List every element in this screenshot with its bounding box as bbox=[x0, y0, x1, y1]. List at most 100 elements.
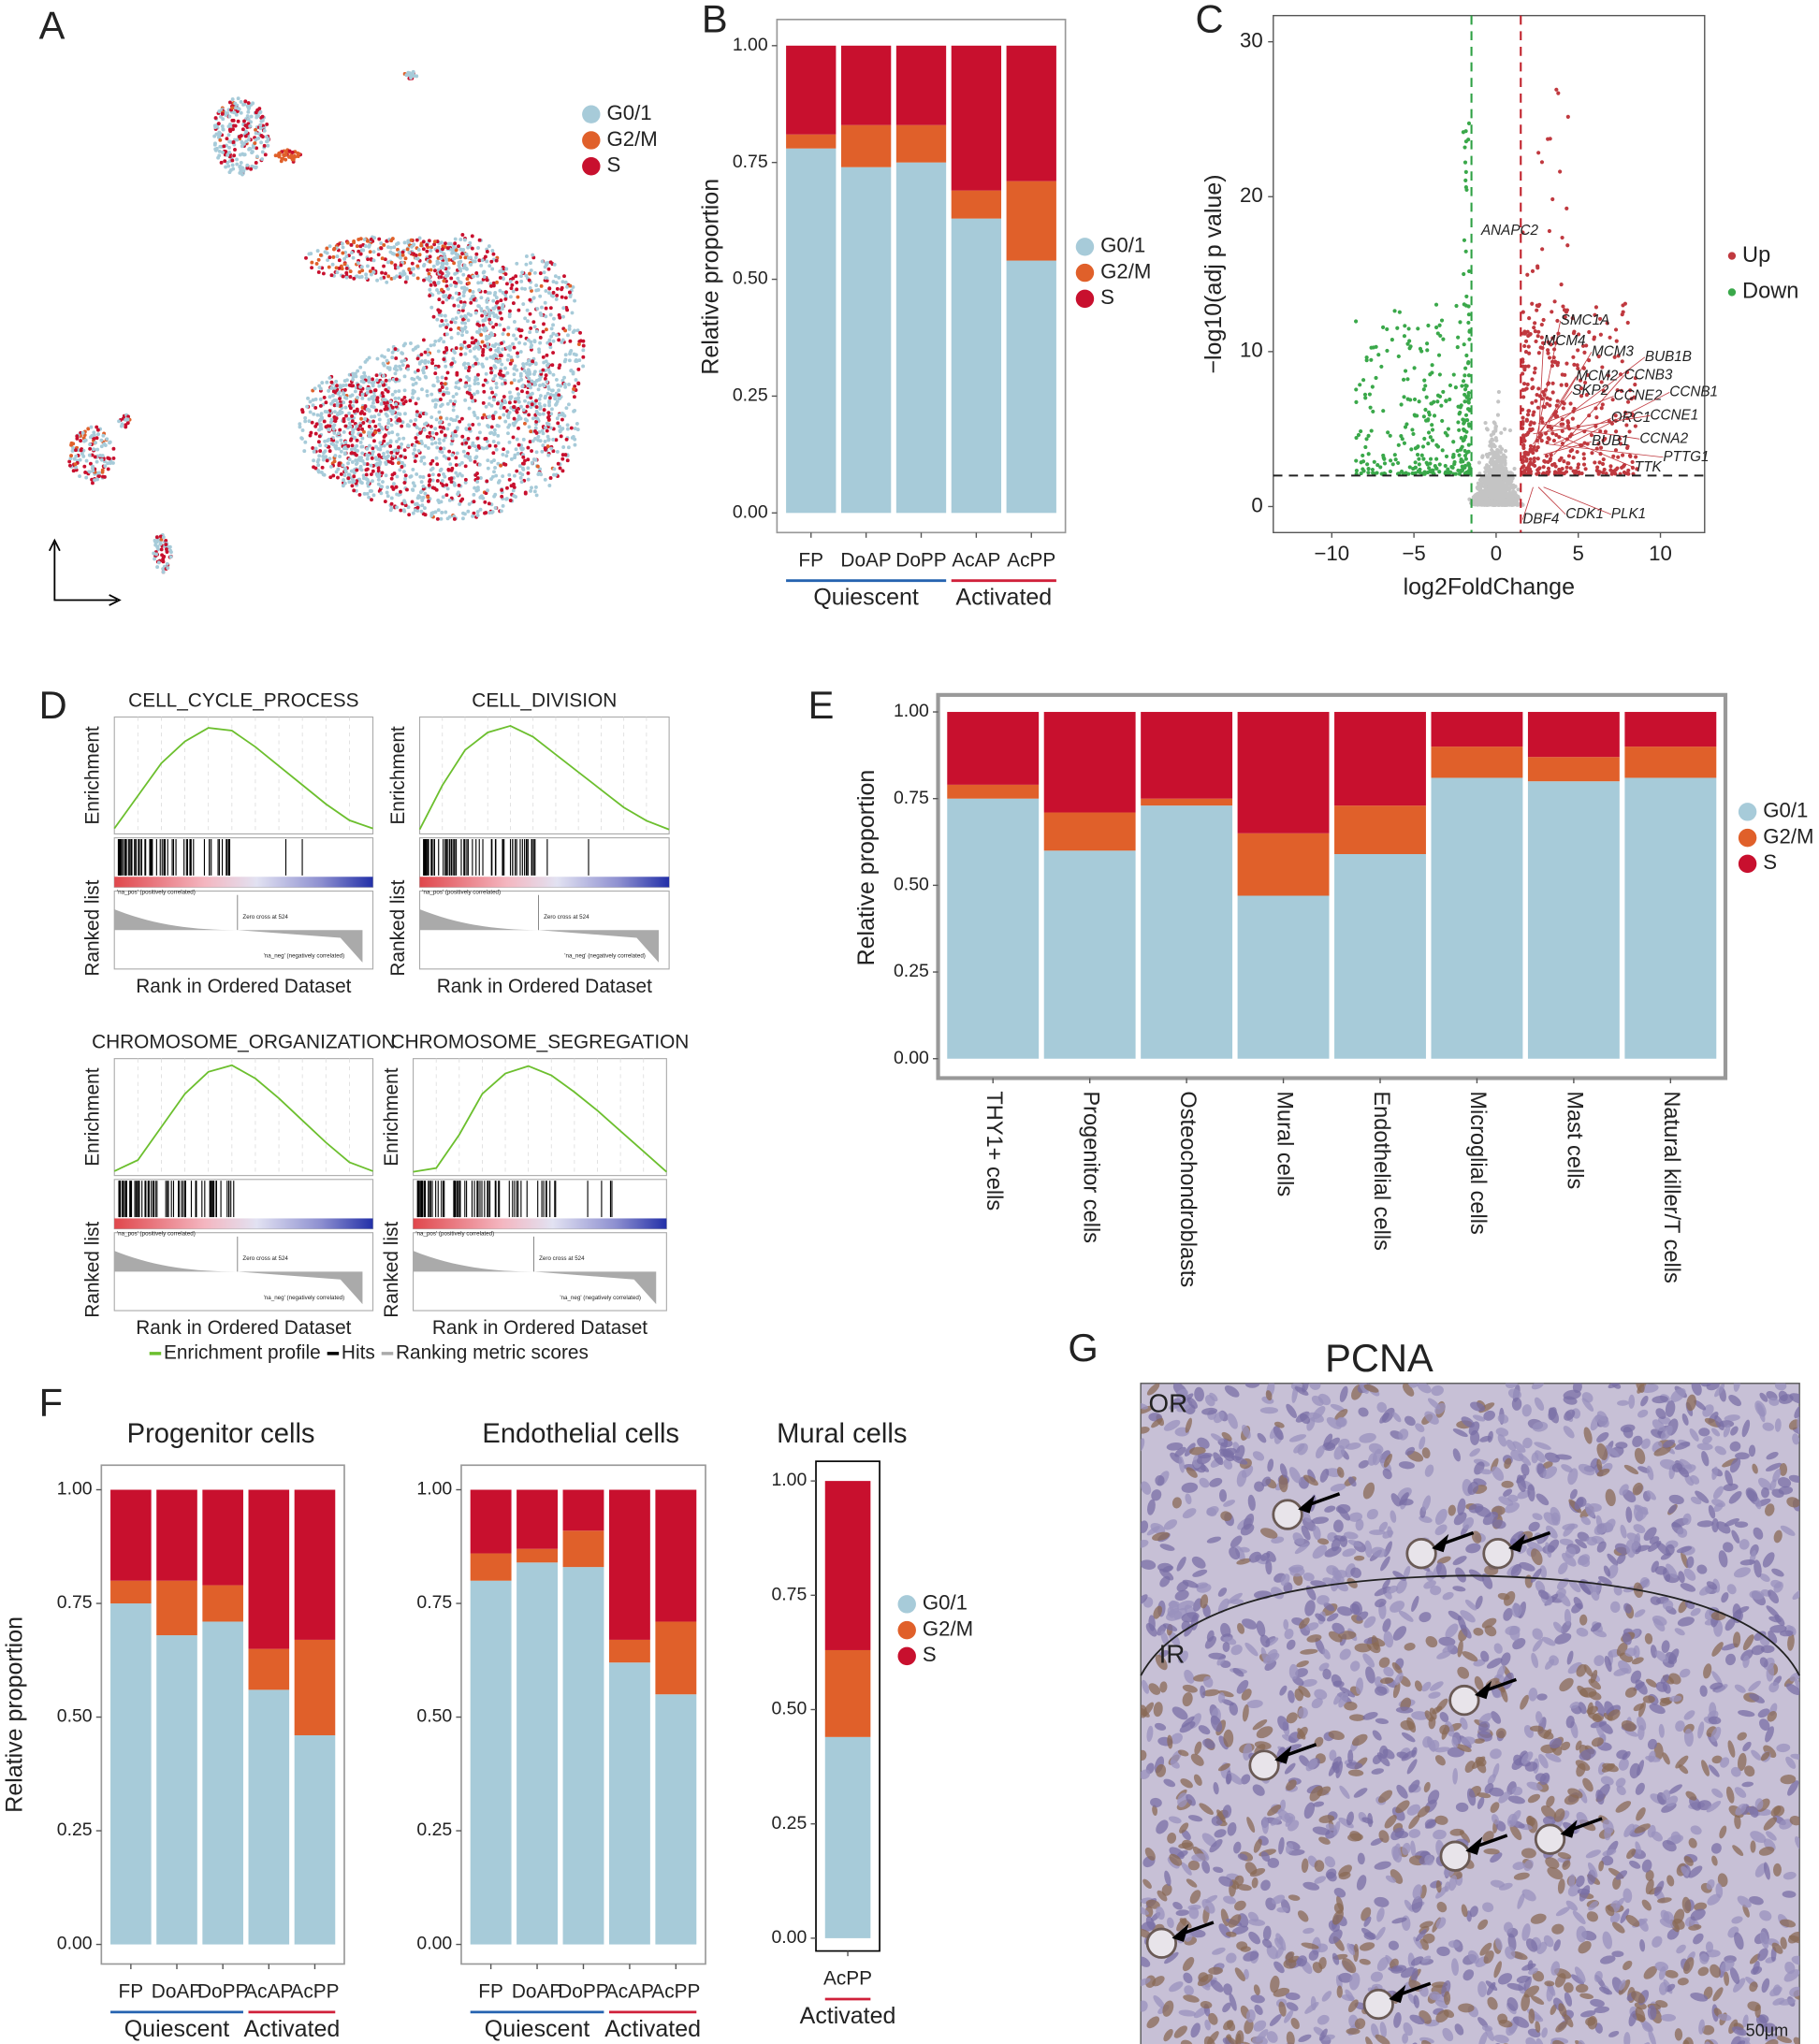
gene-point bbox=[1451, 452, 1456, 457]
gene-point bbox=[1492, 464, 1496, 469]
umap-cell bbox=[386, 366, 390, 370]
umap-cell bbox=[471, 422, 475, 427]
umap-cell bbox=[320, 381, 325, 385]
gene-point bbox=[1354, 387, 1359, 392]
umap-cell bbox=[389, 239, 394, 243]
umap-cell bbox=[357, 269, 362, 274]
umap-cell bbox=[467, 387, 472, 392]
umap-cell bbox=[445, 246, 450, 251]
umap-cell bbox=[298, 425, 302, 429]
umap-cell bbox=[531, 320, 536, 325]
umap-cell bbox=[359, 468, 364, 472]
gene-point bbox=[1435, 393, 1441, 398]
umap-cell bbox=[227, 100, 232, 105]
umap-cell bbox=[429, 248, 433, 253]
umap-cell bbox=[259, 134, 264, 138]
umap-cell bbox=[385, 358, 389, 363]
umap-cell bbox=[159, 537, 164, 542]
umap-cell bbox=[418, 430, 423, 435]
umap-cell bbox=[333, 419, 338, 424]
umap-cell bbox=[426, 499, 430, 503]
gene-point bbox=[1452, 462, 1457, 467]
umap-cell bbox=[551, 280, 556, 284]
umap-cell bbox=[424, 412, 429, 416]
gene-point bbox=[1415, 445, 1419, 450]
gene-point bbox=[1458, 320, 1462, 325]
umap-cell bbox=[397, 461, 400, 465]
umap-cell bbox=[444, 258, 448, 262]
umap-cell bbox=[463, 398, 468, 402]
umap-cell bbox=[518, 373, 523, 378]
gene-point bbox=[1425, 341, 1430, 346]
umap-cell bbox=[536, 434, 541, 439]
umap-cell bbox=[549, 293, 554, 297]
umap-cell bbox=[391, 482, 396, 486]
umap-cell bbox=[516, 417, 520, 422]
umap-cell bbox=[466, 255, 471, 260]
umap-cell bbox=[464, 381, 469, 385]
umap-cell bbox=[428, 478, 432, 483]
umap-cell bbox=[573, 408, 577, 413]
gene-point bbox=[1487, 492, 1492, 497]
umap-cell bbox=[307, 252, 312, 256]
gene-point bbox=[1368, 405, 1373, 410]
umap-cell bbox=[538, 335, 543, 340]
umap-cell bbox=[360, 392, 365, 397]
umap-cell bbox=[500, 307, 504, 311]
umap-cell bbox=[343, 424, 348, 428]
umap-cell bbox=[502, 378, 507, 383]
umap-cell bbox=[498, 323, 502, 327]
umap-cell bbox=[501, 373, 505, 378]
umap-cell bbox=[331, 389, 336, 394]
umap-cell bbox=[379, 246, 384, 251]
umap-cell bbox=[512, 405, 516, 409]
umap-cell bbox=[429, 437, 434, 442]
gene-point bbox=[1402, 395, 1406, 399]
umap-cell bbox=[451, 394, 456, 399]
gene-point bbox=[1392, 309, 1397, 313]
umap-cell bbox=[402, 388, 407, 393]
gene-point bbox=[1501, 476, 1506, 481]
umap-cell bbox=[475, 390, 480, 395]
umap-cell bbox=[492, 428, 497, 432]
umap-cell bbox=[362, 429, 366, 434]
umap-cell bbox=[320, 415, 324, 420]
umap-cell bbox=[381, 480, 385, 484]
umap-cell bbox=[435, 288, 439, 292]
umap-cell bbox=[513, 364, 517, 369]
umap-cell bbox=[344, 396, 349, 400]
umap-cell bbox=[394, 356, 399, 360]
umap-cell bbox=[543, 403, 547, 408]
umap-cell bbox=[435, 479, 440, 483]
umap-cell bbox=[372, 439, 376, 443]
umap-cell bbox=[339, 438, 343, 442]
umap-cell bbox=[380, 270, 385, 275]
umap-cell bbox=[69, 454, 74, 458]
umap-cell bbox=[427, 275, 431, 280]
umap-cell bbox=[303, 440, 308, 444]
umap-cell bbox=[332, 459, 337, 464]
umap-cell bbox=[457, 386, 461, 391]
umap-cell bbox=[553, 274, 558, 279]
gene-point bbox=[1478, 477, 1484, 483]
gene-point bbox=[1371, 409, 1375, 414]
umap-cell bbox=[563, 384, 568, 389]
umap-cell bbox=[444, 345, 448, 350]
umap-cell bbox=[510, 283, 515, 287]
umap-cell bbox=[357, 428, 361, 431]
umap-cell bbox=[308, 410, 313, 414]
umap-cell bbox=[437, 310, 442, 314]
umap-cell bbox=[493, 443, 498, 448]
gene-point bbox=[1433, 302, 1439, 307]
umap-cell bbox=[227, 114, 232, 119]
umap-cell bbox=[425, 389, 429, 394]
umap-cell bbox=[526, 471, 531, 475]
umap-cell bbox=[356, 261, 360, 266]
legend-label: G2/M bbox=[1100, 259, 1151, 283]
umap-cell bbox=[551, 290, 556, 295]
umap-cell bbox=[370, 404, 374, 409]
umap-cell bbox=[352, 276, 357, 281]
umap-cell bbox=[409, 238, 414, 242]
umap-cell bbox=[409, 419, 413, 424]
umap-cell bbox=[485, 479, 489, 484]
